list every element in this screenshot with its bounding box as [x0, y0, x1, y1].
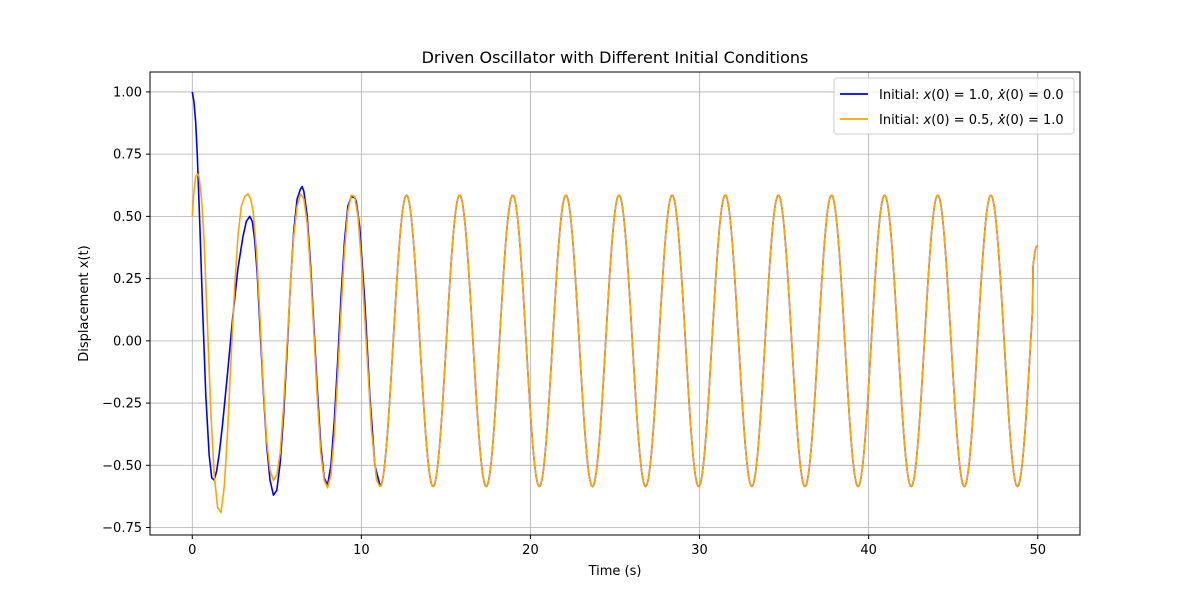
- dot-accent: [1001, 88, 1004, 92]
- y-tick-label: 0.50: [113, 210, 142, 225]
- x-tick-label: 20: [522, 543, 539, 558]
- y-tick-label: 0.75: [113, 148, 142, 163]
- x-tick-label: 40: [860, 543, 877, 558]
- x-tick-label: 50: [1029, 543, 1046, 558]
- y-tick-label: 0.25: [113, 272, 142, 287]
- legend-label: Initial: x(0) = 0.5, x(0) = 1.0: [879, 113, 1064, 128]
- x-tick-label: 0: [188, 543, 196, 558]
- y-tick-label: −0.25: [102, 397, 142, 412]
- series-lines: [191, 91, 1039, 514]
- x-tick-label: 10: [353, 543, 370, 558]
- y-tick-label: −0.50: [102, 459, 142, 474]
- x-axis-label: Time (s): [588, 564, 642, 579]
- series-line-2: [191, 173, 1039, 514]
- chart-title: Driven Oscillator with Different Initial…: [422, 48, 809, 67]
- x-tick-label: 30: [691, 543, 708, 558]
- y-tick-label: 1.00: [113, 85, 142, 100]
- legend-label: Initial: x(0) = 1.0, x(0) = 0.0: [879, 88, 1064, 103]
- y-axis-label: Displacement x(t): [77, 245, 92, 361]
- axis-ticks: 0 10 20 30 40 50 −0.75 −0.50 −0.25 0.00 0.25 0.50 0.…: [102, 85, 1046, 558]
- dot-accent: [1001, 113, 1004, 117]
- plot-area-frame: [149, 71, 1081, 536]
- legend: Initial: x(0) = 1.0, x(0) = 0.0 Initial: …: [833, 77, 1075, 135]
- y-tick-label: −0.75: [102, 521, 142, 536]
- legend-box: [833, 77, 1075, 135]
- y-tick-label: 0.00: [113, 334, 142, 349]
